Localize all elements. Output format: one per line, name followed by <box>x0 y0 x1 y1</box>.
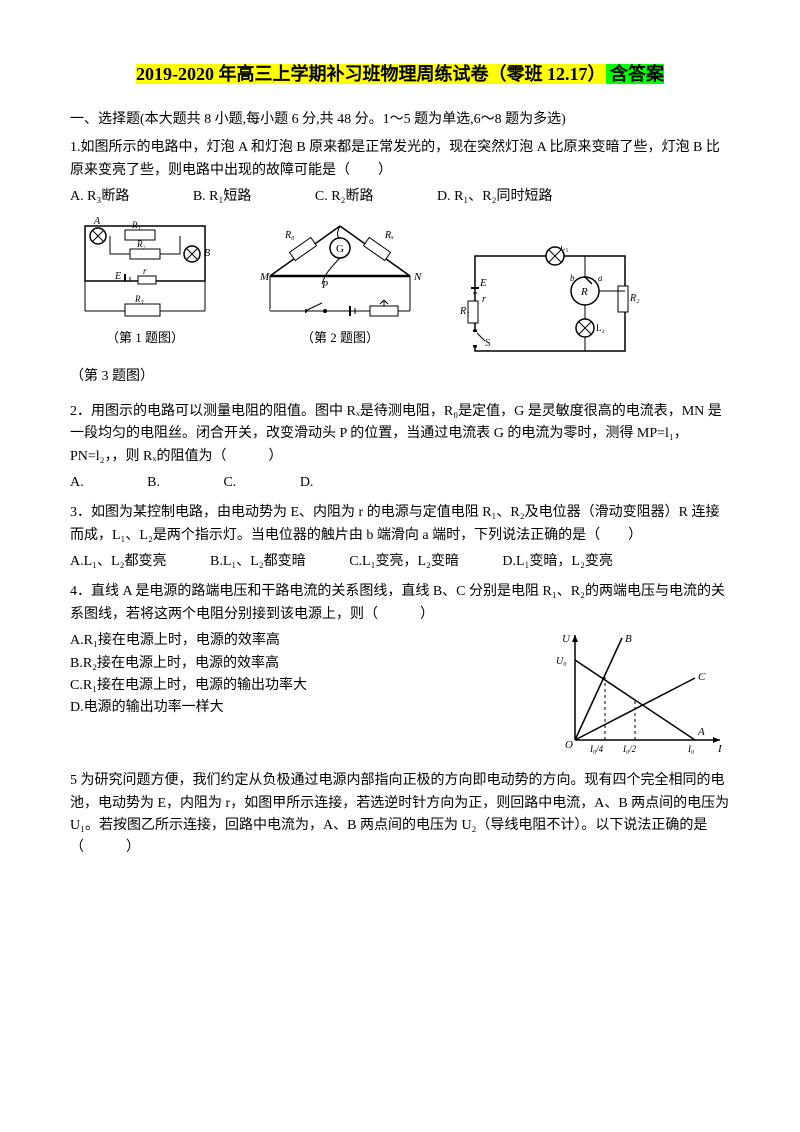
svg-text:I: I <box>717 743 723 755</box>
svg-text:S: S <box>485 338 491 349</box>
svg-text:A: A <box>697 726 705 738</box>
q3-optA: A.L₁、L₂都变亮 <box>70 551 166 573</box>
svg-text:R₂: R₂ <box>136 239 146 249</box>
svg-text:G: G <box>336 243 344 255</box>
q4-chart: O I U U₀ A B C I₀/4 I₀/2 I₀ <box>550 630 730 760</box>
q2-optA: A. <box>70 472 84 494</box>
svg-text:P: P <box>321 280 328 291</box>
q2-stem: 2．用图示的电路可以测量电阻的阻值。图中 Rₓ是待测电阻，R₀是定值，G 是灵敏… <box>70 401 730 468</box>
svg-text:E: E <box>479 277 487 289</box>
q5-stem: 5 为研究问题方便，我们约定从负极通过电源内部指向正极的方向即电动势的方向。现有… <box>70 770 730 860</box>
fig1-svg: A B R₁ R₂ E r R₃ <box>70 216 220 326</box>
svg-text:U: U <box>562 633 571 645</box>
q4-optA: A.R₁接在电源上时，电源的效率高 <box>70 630 550 652</box>
svg-text:O: O <box>565 739 573 751</box>
svg-text:L₂: L₂ <box>596 323 605 333</box>
q3-optD: D.L₁变暗，L₂变亮 <box>502 551 612 573</box>
svg-text:M: M <box>259 271 270 283</box>
svg-text:R₁: R₁ <box>460 306 470 317</box>
figure-row: A B R₁ R₂ E r R₃ （第 1 题图） <box>70 216 730 366</box>
svg-text:Rₓ: Rₓ <box>384 230 394 241</box>
q4-optC: C.R₁接在电源上时，电源的输出功率大 <box>70 675 550 697</box>
svg-text:A: A <box>93 216 101 227</box>
fig2-svg: R₀ Rₓ G M N P <box>240 216 440 326</box>
svg-text:N: N <box>413 271 422 283</box>
svg-text:B: B <box>625 633 632 645</box>
svg-text:B: B <box>204 248 210 259</box>
svg-text:L₁: L₁ <box>560 246 569 252</box>
page-title: 2019-2020 年高三上学期补习班物理周练试卷（零班 12.17） 含答案 <box>70 60 730 89</box>
q3-options: A.L₁、L₂都变亮 B.L₁、L₂都变暗 C.L₁变亮，L₂变暗 D.L₁变暗… <box>70 551 730 573</box>
svg-text:U₀: U₀ <box>556 656 567 667</box>
svg-text:E: E <box>114 271 121 282</box>
svg-text:r: r <box>482 294 486 305</box>
svg-text:a: a <box>598 273 603 283</box>
q1-stem: 1.如图所示的电路中，灯泡 A 和灯泡 B 原来都是正常发光的，现在突然灯泡 A… <box>70 137 730 182</box>
q2-optC: C. <box>223 472 236 494</box>
fig3-caption: （第 3 题图） <box>70 366 730 388</box>
section-intro: 一、选择题(本大题共 8 小题,每小题 6 分,共 48 分。1～5 题为单选,… <box>70 109 730 131</box>
q3-optC: C.L₁变亮，L₂变暗 <box>349 551 459 573</box>
q4-stem: 4．直线 A 是电源的路端电压和干路电流的关系图线，直线 B、C 分别是电阻 R… <box>70 581 730 626</box>
q1-options: A. R₃断路 B. R₁短路 C. R₂断路 D. R₁、R₂同时短路 <box>70 186 730 208</box>
q1-optA: A. R₃断路 <box>70 186 129 208</box>
svg-text:I₀: I₀ <box>687 744 694 754</box>
q1-optC: C. R₂断路 <box>315 186 374 208</box>
svg-text:R₃: R₃ <box>134 294 144 304</box>
svg-text:R₁: R₁ <box>131 220 141 230</box>
title-part2: 含答案 <box>606 64 665 84</box>
fig3: L₁ R b a R₂ L₂ E r R₁ <box>460 246 640 366</box>
svg-text:R: R <box>580 286 588 298</box>
svg-text:C: C <box>698 671 706 683</box>
fig3-svg: L₁ R b a R₂ L₂ E r R₁ <box>460 246 640 366</box>
svg-text:R₀: R₀ <box>284 230 295 241</box>
q3-stem: 3．如图为某控制电路，由电动势为 E、内阻为 r 的电源与定值电阻 R₁、R₂及… <box>70 502 730 547</box>
svg-text:I₀/2: I₀/2 <box>622 744 637 754</box>
fig2-caption: （第 2 题图） <box>240 328 440 349</box>
q2-options: A. B. C. D. <box>70 472 730 494</box>
svg-text:b: b <box>570 273 575 283</box>
q1-optD: D. R₁、R₂同时短路 <box>437 186 553 208</box>
title-part1: 2019-2020 年高三上学期补习班物理周练试卷（零班 12.17） <box>136 64 606 84</box>
q4-optD: D.电源的输出功率一样大 <box>70 697 550 719</box>
svg-text:R₂: R₂ <box>629 293 640 304</box>
svg-text:I₀/4: I₀/4 <box>589 744 604 754</box>
q4-options: A.R₁接在电源上时，电源的效率高 B.R₂接在电源上时，电源的效率高 C.R₁… <box>70 630 550 720</box>
q2-optD: D. <box>300 472 314 494</box>
q1-optB: B. R₁短路 <box>193 186 252 208</box>
q4-optB: B.R₂接在电源上时，电源的效率高 <box>70 653 550 675</box>
q2-optB: B. <box>147 472 160 494</box>
fig1: A B R₁ R₂ E r R₃ （第 1 题图） <box>70 216 220 349</box>
q4-chart-svg: O I U U₀ A B C I₀/4 I₀/2 I₀ <box>550 630 730 760</box>
fig1-caption: （第 1 题图） <box>70 328 220 349</box>
q3-optB: B.L₁、L₂都变暗 <box>210 551 306 573</box>
fig2: R₀ Rₓ G M N P <box>240 216 440 349</box>
svg-text:r: r <box>143 266 147 276</box>
